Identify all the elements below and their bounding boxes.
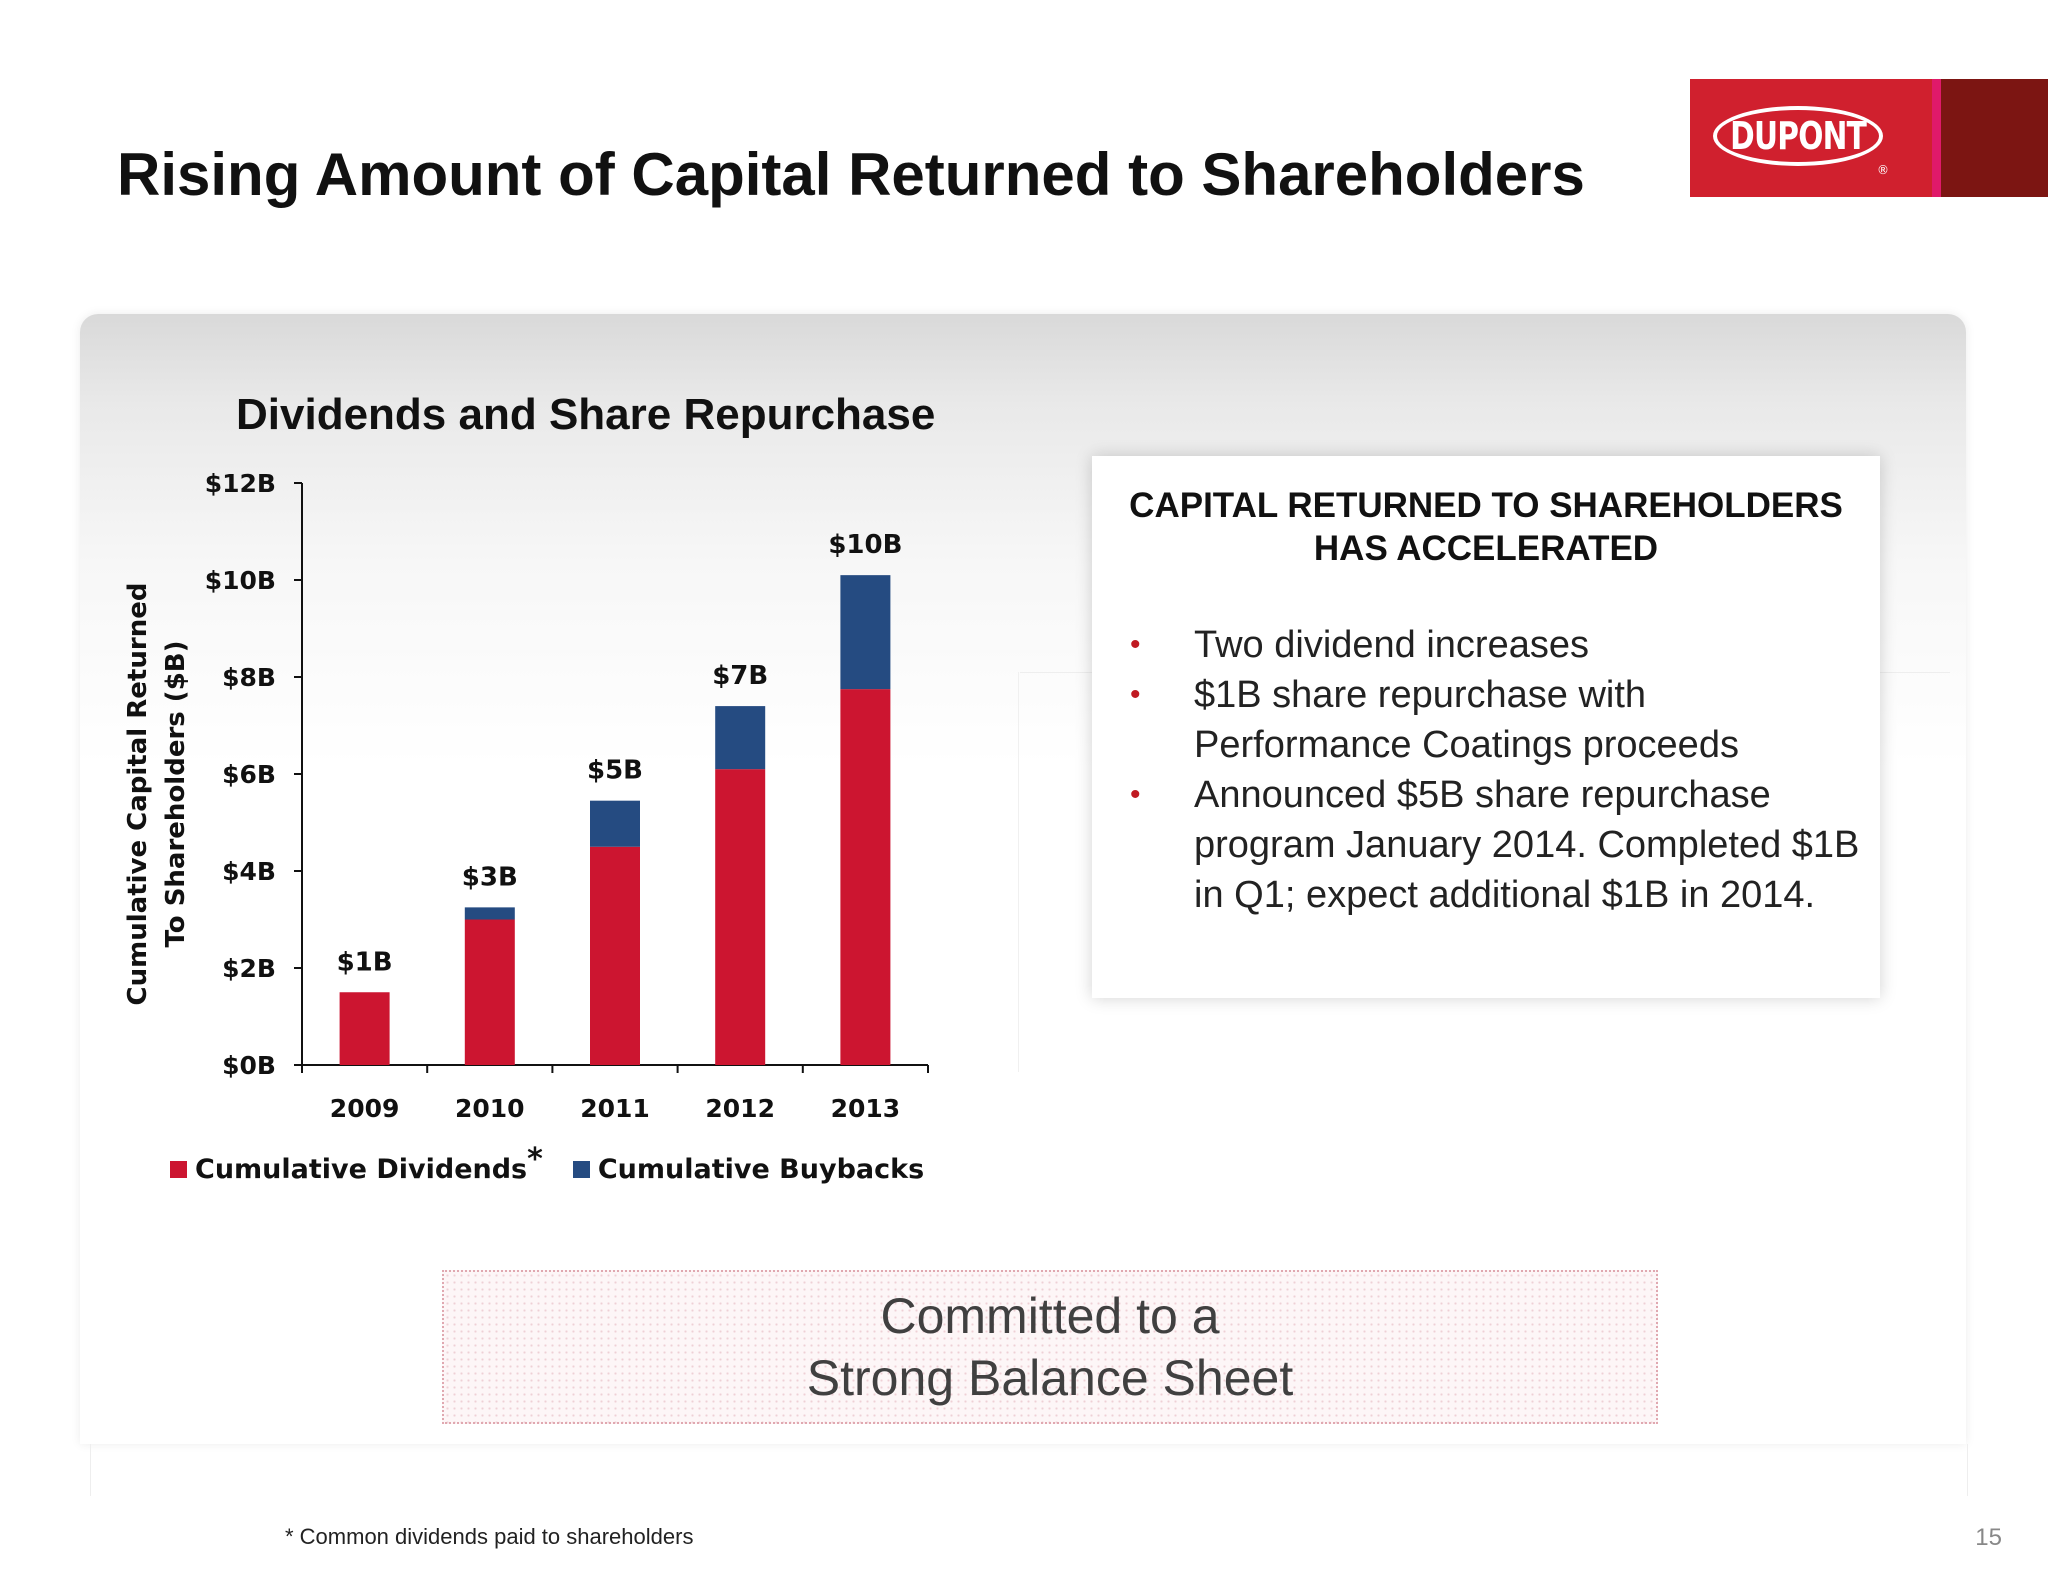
registered-mark-icon: ® [1877, 163, 1889, 177]
list-item: • Announced $5B share repurchase program… [1130, 770, 1860, 920]
legend-label-dividends: Cumulative Dividends [195, 1154, 528, 1185]
legend-item-buybacks: Cumulative Buybacks [572, 1154, 925, 1185]
data-label: $10B [828, 530, 902, 560]
list-item: • $1B share repurchase with Performance … [1130, 670, 1860, 770]
data-label: $5B [587, 756, 643, 786]
tagline-line-2: Strong Balance Sheet [806, 1350, 1294, 1406]
chart-legend: Cumulative Dividends * Cumulative Buybac… [170, 1142, 954, 1187]
y-axis-label-line-2: To Shareholders ($B) [161, 641, 191, 948]
info-card-heading: CAPITAL RETURNED TO SHAREHOLDERS HAS ACC… [1092, 484, 1880, 570]
chart-title: Dividends and Share Repurchase [236, 390, 936, 439]
bullet-text: Announced $5B share repurchase program J… [1194, 774, 1860, 916]
y-tick-label: $6B [222, 760, 276, 789]
legend-asterisk: * [527, 1142, 543, 1177]
bar-buybacks [464, 907, 515, 920]
y-axis-label: Cumulative Capital Returned To Sharehold… [123, 583, 191, 1006]
info-heading-line-2: HAS ACCELERATED [1313, 529, 1659, 568]
y-tick-label: $8B [222, 663, 276, 692]
logo-accent-stripe [1932, 79, 1941, 197]
y-axis-label-line-1: Cumulative Capital Returned [123, 583, 153, 1006]
bullet-text: Two dividend increases [1194, 624, 1589, 666]
y-tick-label: $10B [205, 566, 276, 595]
dupont-logo: DUPONT ® [1690, 79, 1932, 197]
logo-oval: DUPONT [1713, 106, 1883, 166]
tagline-line-1: Committed to a [880, 1288, 1220, 1344]
x-tick-label: 2013 [831, 1094, 901, 1123]
bullet-icon: • [1130, 678, 1141, 711]
chart-labels: $0B $2B $4B $6B $8B $10B $12B $1B 2009 $3B 2010 $5B… [205, 469, 903, 1123]
tagline-box: Committed to a Strong Balance Sheet [442, 1270, 1658, 1424]
bullet-icon: • [1130, 778, 1141, 811]
legend-item-dividends: Cumulative Dividends * [170, 1142, 543, 1187]
bar-dividends [590, 846, 640, 1065]
bar-buybacks [590, 800, 640, 847]
data-label: $3B [462, 862, 518, 892]
slide-title: Rising Amount of Capital Returned to Sha… [117, 141, 1585, 208]
page-number: 15 [1975, 1524, 2002, 1551]
x-tick-label: 2010 [455, 1094, 525, 1123]
data-label: $1B [337, 947, 393, 977]
x-tick-label: 2009 [330, 1094, 400, 1123]
legend-swatch-dividends [170, 1161, 187, 1178]
bullet-text: $1B share repurchase with Performance Co… [1194, 674, 1739, 766]
bar-chart: Cumulative Capital Returned To Sharehold… [123, 469, 929, 1123]
y-tick-label: $0B [222, 1051, 276, 1080]
bar-buybacks [840, 575, 891, 690]
chart-bars [339, 575, 891, 1065]
footnote: * Common dividends paid to shareholders [285, 1524, 694, 1549]
bar-dividends [840, 689, 891, 1065]
y-tick-label: $2B [222, 954, 276, 983]
bar-buybacks [715, 706, 766, 770]
info-bullet-list: • Two dividend increases • $1B share rep… [1092, 620, 1880, 920]
list-item: • Two dividend increases [1130, 620, 1860, 670]
info-card: CAPITAL RETURNED TO SHAREHOLDERS HAS ACC… [1092, 456, 1880, 998]
bar-dividends [715, 769, 766, 1065]
divider-vertical [1018, 672, 1019, 1072]
info-heading-line-1: CAPITAL RETURNED TO SHAREHOLDERS [1129, 486, 1843, 525]
x-tick-label: 2012 [705, 1094, 775, 1123]
logo-wordmark: DUPONT [1730, 114, 1867, 158]
legend-label-buybacks: Cumulative Buybacks [597, 1154, 925, 1185]
logo-dark-band [1941, 79, 2048, 197]
panel-footer-frame [90, 1444, 1968, 1496]
y-tick-label: $12B [205, 469, 276, 498]
legend-swatch-buybacks [572, 1161, 590, 1178]
data-label: $7B [712, 661, 768, 691]
bullet-icon: • [1130, 628, 1141, 661]
bar-dividends [339, 992, 390, 1065]
bar-dividends [464, 919, 515, 1065]
x-tick-label: 2011 [580, 1094, 650, 1123]
y-tick-label: $4B [222, 857, 276, 886]
